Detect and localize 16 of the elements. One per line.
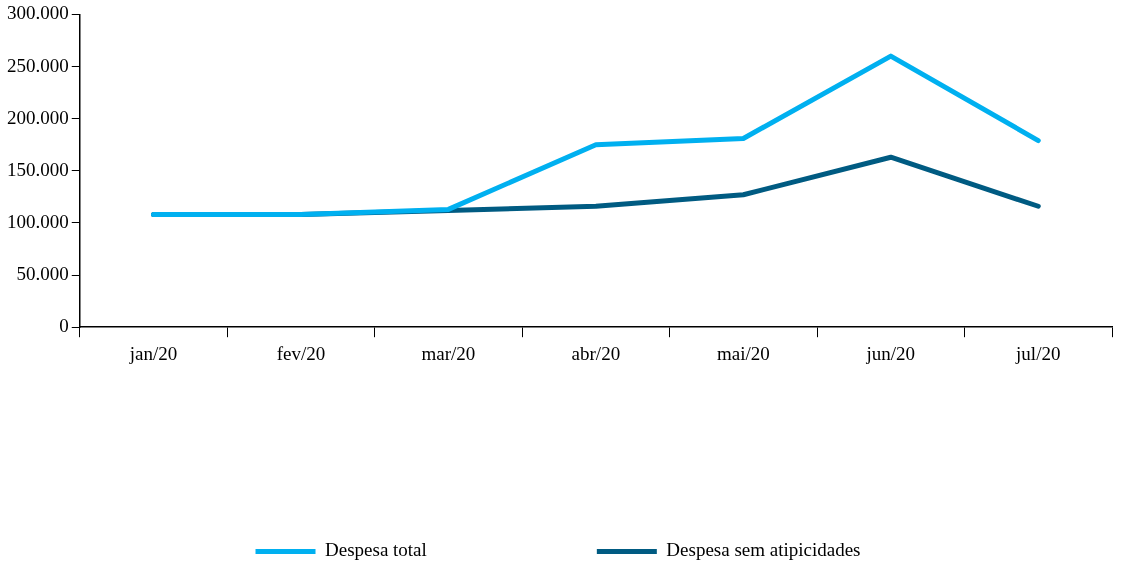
y-tick-label: 0 <box>59 315 69 337</box>
x-tick-label: jul/20 <box>1015 342 1061 364</box>
y-tick-label: 100.000 <box>7 210 69 232</box>
legend-label: Despesa sem atipicidades <box>666 539 861 561</box>
y-tick-label: 150.000 <box>7 158 69 180</box>
legend-label: Despesa total <box>325 539 427 561</box>
x-tick-label: fev/20 <box>276 342 326 364</box>
x-tick-label: jan/20 <box>128 342 178 364</box>
y-tick-label: 50.000 <box>16 263 69 285</box>
x-tick-label: jun/20 <box>865 342 916 364</box>
y-tick-label: 300.000 <box>7 2 69 24</box>
x-tick-label: mai/20 <box>716 342 770 364</box>
y-tick-label: 250.000 <box>7 54 69 76</box>
x-tick-label: mar/20 <box>421 342 476 364</box>
y-tick-label: 200.000 <box>7 106 69 128</box>
x-tick-label: abr/20 <box>571 342 621 364</box>
